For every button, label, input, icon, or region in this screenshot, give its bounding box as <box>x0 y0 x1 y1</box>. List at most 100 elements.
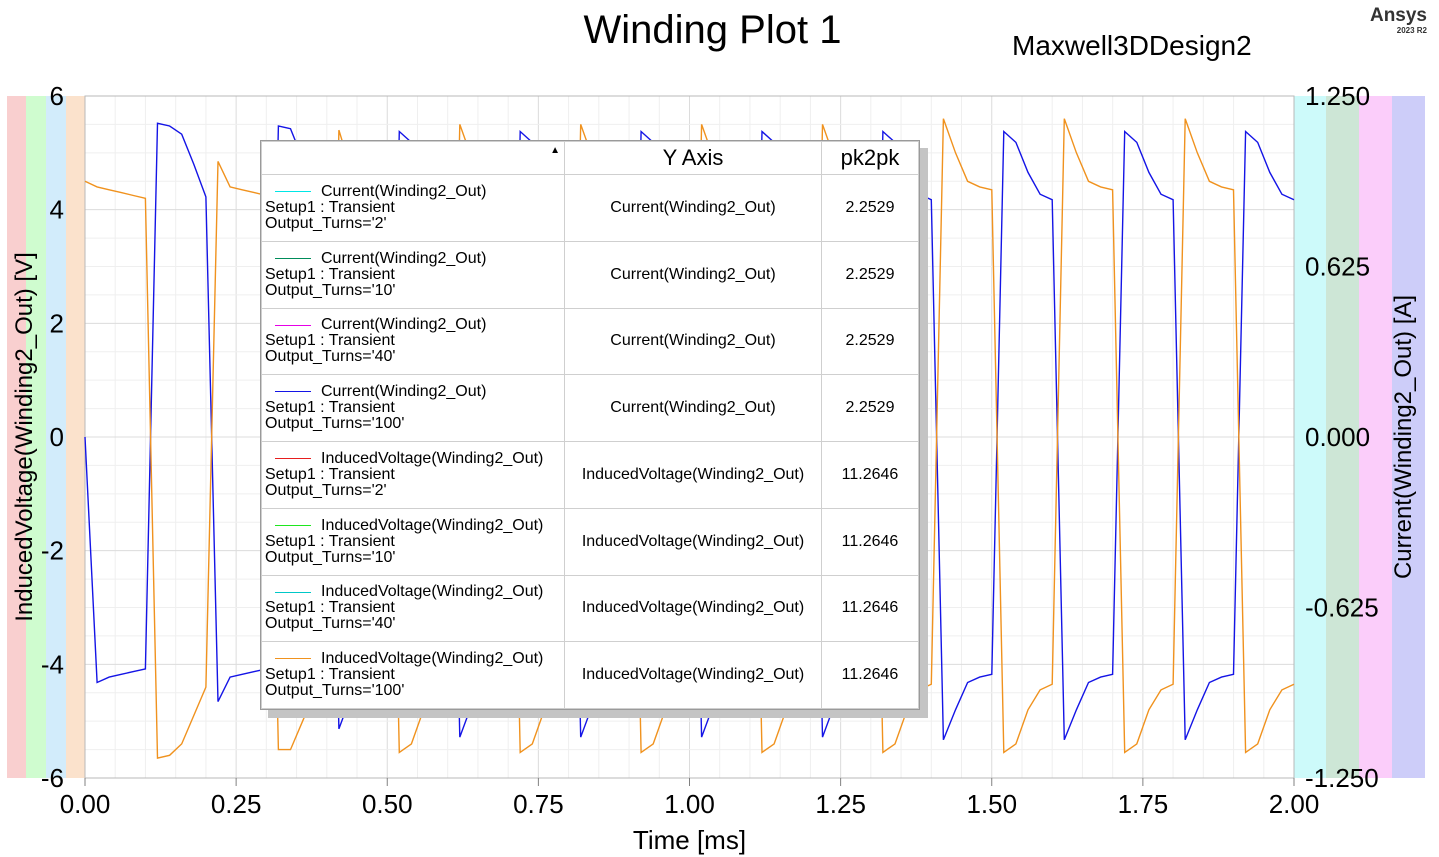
legend-pk2pk-cell: 2.2529 <box>821 174 919 242</box>
legend-header-trace[interactable]: ▲ <box>261 141 565 175</box>
legend-yaxis-cell: Current(Winding2_Out) <box>564 174 822 242</box>
legend-row[interactable]: InducedVoltage(Winding2_Out) Setup1 : Tra… <box>261 574 919 643</box>
x-tick-label: 0.25 <box>211 789 262 819</box>
legend-variation: Output_Turns='100' <box>265 682 405 700</box>
legend-setup-name: Setup1 : Transient <box>265 532 395 550</box>
legend-trace-name: InducedVoltage(Winding2_Out) <box>321 516 544 534</box>
x-tick-label: 0.50 <box>362 789 413 819</box>
y-axis-right-label: Current(Winding2_Out) [A] <box>1390 295 1417 579</box>
legend-yaxis-cell: InducedVoltage(Winding2_Out) <box>564 574 822 643</box>
legend-setup-name: Setup1 : Transient <box>265 599 395 617</box>
legend-row[interactable]: Current(Winding2_Out) Setup1 : Transient O… <box>261 307 919 376</box>
legend-pk2pk-cell: 11.2646 <box>821 641 919 709</box>
x-tick-label: 0.75 <box>513 789 564 819</box>
legend-variation: Output_Turns='100' <box>265 415 405 433</box>
legend-swatch-icon <box>275 391 311 393</box>
legend-trace-cell: Current(Winding2_Out) Setup1 : Transient O… <box>261 307 565 376</box>
legend-setup-name: Setup1 : Transient <box>265 332 395 350</box>
legend-trace-cell: InducedVoltage(Winding2_Out) Setup1 : Tra… <box>261 641 565 709</box>
legend-trace-cell: InducedVoltage(Winding2_Out) Setup1 : Tra… <box>261 507 565 576</box>
legend-yaxis-cell: InducedVoltage(Winding2_Out) <box>564 641 822 709</box>
x-tick-label: 2.00 <box>1269 789 1320 819</box>
legend-variation: Output_Turns='2' <box>265 214 387 232</box>
legend-swatch-icon <box>275 458 311 460</box>
design-name: Maxwell3DDesign2 <box>1012 30 1252 61</box>
legend-setup-name: Setup1 : Transient <box>265 465 395 483</box>
legend-trace-name: InducedVoltage(Winding2_Out) <box>321 650 544 668</box>
legend-setup-name: Setup1 : Transient <box>265 399 395 417</box>
legend-pk2pk-cell: 11.2646 <box>821 574 919 643</box>
legend-swatch-icon <box>275 191 311 193</box>
legend-yaxis-cell: InducedVoltage(Winding2_Out) <box>564 507 822 576</box>
legend-trace-name: Current(Winding2_Out) <box>321 316 487 334</box>
legend-trace-cell: InducedVoltage(Winding2_Out) Setup1 : Tra… <box>261 441 565 509</box>
left-axis-band <box>26 96 46 778</box>
legend-setup-name: Setup1 : Transient <box>265 265 395 283</box>
x-axis-label: Time [ms] <box>633 825 746 855</box>
y-left-tick-label: -2 <box>41 536 64 566</box>
right-axis-band <box>1359 96 1392 778</box>
x-tick-label: 1.00 <box>664 789 715 819</box>
y-left-tick-label: 2 <box>50 308 64 338</box>
right-axis-band <box>1326 96 1359 778</box>
sort-ascending-icon[interactable]: ▲ <box>550 145 560 156</box>
y-right-tick-label: 0.000 <box>1305 422 1370 452</box>
legend-yaxis-cell: InducedVoltage(Winding2_Out) <box>564 441 822 509</box>
version-label: 2023 R2 <box>1396 26 1427 35</box>
legend-row[interactable]: InducedVoltage(Winding2_Out) Setup1 : Tra… <box>261 641 919 709</box>
legend-pk2pk-cell: 11.2646 <box>821 441 919 509</box>
y-right-tick-label: 0.625 <box>1305 252 1370 282</box>
legend-variation: Output_Turns='2' <box>265 481 387 499</box>
left-axis-band <box>66 96 85 778</box>
legend-swatch-icon <box>275 524 311 526</box>
legend-header-yaxis[interactable]: Y Axis <box>564 141 822 175</box>
legend-pk2pk-cell: 2.2529 <box>821 307 919 376</box>
y-right-tick-label: -0.625 <box>1305 593 1379 623</box>
x-tick-label: 1.75 <box>1118 789 1169 819</box>
legend-swatch-icon <box>275 658 311 660</box>
legend-pk2pk-cell: 11.2646 <box>821 507 919 576</box>
legend-trace-name: InducedVoltage(Winding2_Out) <box>321 583 544 601</box>
legend-yaxis-cell: Current(Winding2_Out) <box>564 374 822 442</box>
legend-trace-cell: Current(Winding2_Out) Setup1 : Transient O… <box>261 240 565 309</box>
legend-yaxis-cell: Current(Winding2_Out) <box>564 307 822 376</box>
legend-trace-cell: InducedVoltage(Winding2_Out) Setup1 : Tra… <box>261 574 565 643</box>
y-left-tick-label: -6 <box>41 763 64 793</box>
legend-trace-name: InducedVoltage(Winding2_Out) <box>321 449 544 467</box>
x-tick-label: 0.00 <box>60 789 111 819</box>
right-axis-band <box>1294 96 1326 778</box>
legend-variation: Output_Turns='10' <box>265 548 396 566</box>
y-left-tick-label: 6 <box>50 81 64 111</box>
legend-pk2pk-cell: 2.2529 <box>821 240 919 309</box>
legend-trace-name: Current(Winding2_Out) <box>321 182 487 200</box>
right-axis-band <box>1392 96 1425 778</box>
legend-yaxis-cell: Current(Winding2_Out) <box>564 240 822 309</box>
y-left-tick-label: 0 <box>50 422 64 452</box>
legend-variation: Output_Turns='10' <box>265 281 396 299</box>
legend-row[interactable]: Current(Winding2_Out) Setup1 : Transient O… <box>261 240 919 309</box>
ansys-logo: Ansys 2023 R2 <box>1369 5 1427 36</box>
legend-variation: Output_Turns='40' <box>265 615 396 633</box>
legend-row[interactable]: Current(Winding2_Out) Setup1 : Transient O… <box>261 174 919 242</box>
legend-row[interactable]: Current(Winding2_Out) Setup1 : Transient O… <box>261 374 919 442</box>
axis-bands <box>7 96 1425 778</box>
legend-setup-name: Setup1 : Transient <box>265 666 395 684</box>
legend-swatch-icon <box>275 324 311 326</box>
legend-header-value[interactable]: pk2pk <box>821 141 919 175</box>
legend-trace-cell: Current(Winding2_Out) Setup1 : Transient O… <box>261 174 565 242</box>
legend-trace-cell: Current(Winding2_Out) Setup1 : Transient O… <box>261 374 565 442</box>
x-tick-label: 1.50 <box>966 789 1017 819</box>
axis-ticks: 0.00 0.25 0.50 0.75 1.00 1.25 1.50 1.75 2.00 6 4 2 0… <box>41 81 1379 819</box>
plot-title: Winding Plot 1 <box>583 8 842 52</box>
legend-row[interactable]: InducedVoltage(Winding2_Out) Setup1 : Tra… <box>261 507 919 576</box>
legend-swatch-icon <box>275 591 311 593</box>
y-right-tick-label: 1.250 <box>1305 81 1370 111</box>
legend-table[interactable]: ▲ Y Axis pk2pk Current(Winding2_Out) Setu… <box>260 140 920 710</box>
legend-variation: Output_Turns='40' <box>265 348 396 366</box>
legend-setup-name: Setup1 : Transient <box>265 198 395 216</box>
brand-name: Ansys <box>1369 5 1427 26</box>
legend-row[interactable]: InducedVoltage(Winding2_Out) Setup1 : Tra… <box>261 441 919 509</box>
left-axis-band <box>46 96 66 778</box>
legend-swatch-icon <box>275 257 311 259</box>
